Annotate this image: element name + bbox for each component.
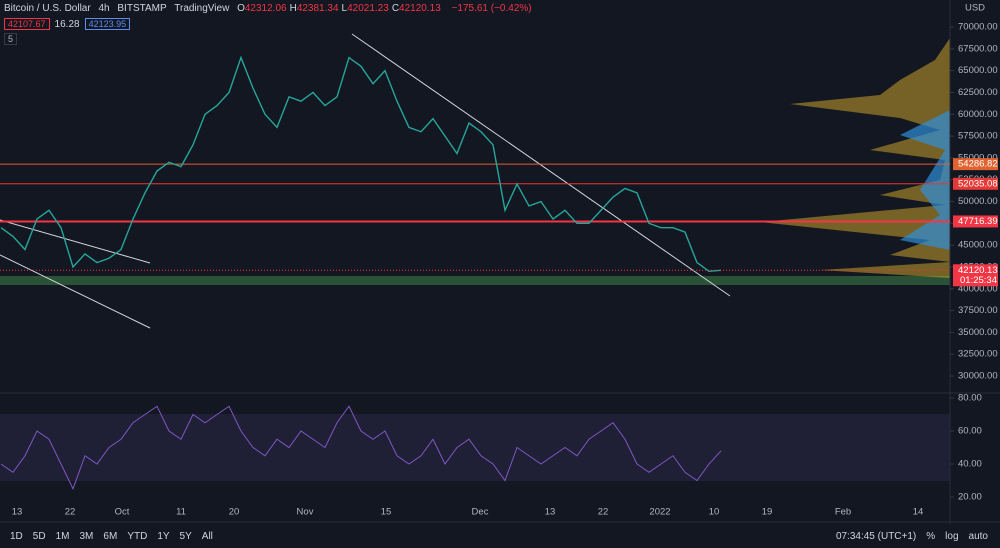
range-button[interactable]: 3M: [79, 530, 94, 542]
trend-line: [351, 33, 731, 297]
range-button[interactable]: 5D: [32, 530, 46, 542]
y-tick-label: 60000.00: [958, 109, 998, 120]
y-tick-label: 40000.00: [958, 283, 998, 294]
y-tick-label: 70000.00: [958, 22, 998, 33]
x-tick-label: 13: [545, 507, 556, 518]
y-tick-label: 55000.00: [958, 152, 998, 163]
interval: 4h: [98, 3, 110, 14]
legend: Bitcoin / U.S. Dollar 4h BITSTAMP Tradin…: [4, 3, 537, 45]
chart: USD 30000.00 32500.00 35000.00 37500.00 4000…: [0, 0, 1000, 524]
x-tick-label: Dec: [472, 507, 489, 518]
ohlc-value: 42120.13: [399, 3, 441, 14]
x-tick-label: 2022: [649, 507, 670, 518]
source: TradingView: [174, 3, 230, 14]
ohlc-label: C: [391, 3, 400, 14]
x-tick-label: 20: [229, 507, 240, 518]
x-tick-label: 11: [176, 507, 186, 518]
range-button[interactable]: All: [201, 530, 213, 542]
indicators[interactable]: 5: [4, 33, 18, 45]
x-tick-label: 10: [709, 507, 720, 518]
x-tick-label: 15: [381, 507, 392, 518]
x-tick-label: Feb: [835, 507, 851, 518]
exchange: BITSTAMP: [117, 3, 167, 14]
y-tick-label: 65000.00: [958, 65, 998, 76]
series-line: [0, 55, 722, 273]
range-button[interactable]: 1M: [55, 530, 70, 542]
clock[interactable]: 07:34:45 (UTC+1): [835, 530, 917, 542]
x-tick-label: Nov: [297, 507, 314, 518]
range-button[interactable]: 5Y: [179, 530, 192, 542]
x-tick-label: 13: [12, 507, 23, 518]
x-tick-label: 19: [762, 507, 773, 518]
trend-line: [0, 254, 151, 329]
level-label: 54286.82: [958, 159, 998, 170]
x-tick-label: 14: [913, 507, 924, 518]
scale-option[interactable]: log: [945, 530, 959, 542]
y-tick-label: 45000.00: [958, 240, 998, 251]
ohlc-value: 42021.23: [347, 3, 389, 14]
volume-profile: [760, 38, 950, 278]
x-tick-label: 22: [598, 507, 609, 518]
level-tag: [953, 158, 998, 171]
level-tag: [953, 177, 998, 190]
y-tick-label: 60.00: [958, 426, 982, 437]
spread: 16.28: [54, 19, 80, 30]
indicator-row: 5: [4, 33, 537, 45]
y-tick-label: 80.00: [958, 392, 982, 403]
currency: USD: [965, 3, 985, 14]
ohlc-label: L: [341, 3, 348, 14]
y-tick-label: 37500.00: [958, 305, 998, 316]
y-tick-label: 62500.00: [958, 87, 998, 98]
trend-line: [0, 219, 151, 264]
y-tick-label: 35000.00: [958, 327, 998, 338]
x-tick-label: 22: [65, 507, 76, 518]
ohlc-value: 42381.34: [296, 3, 339, 14]
bottom-toolbar: 1D 5D 1M 3M 6M YTD 1Y 5Y All 07:34:45 (UTC+1)% log…: [0, 524, 1000, 548]
quote-row: 42107.67 16.28 42123.95: [4, 18, 537, 30]
range-button[interactable]: 6M: [103, 530, 118, 542]
y-tick-label: 32500.00: [958, 349, 998, 360]
scale-option[interactable]: auto: [968, 530, 988, 542]
x-tick-label: Oct: [115, 507, 130, 518]
y-tick-label: 67500.00: [958, 43, 998, 54]
level-tag: [953, 215, 998, 228]
volume-profile: [900, 110, 950, 250]
range-button[interactable]: 1D: [10, 530, 23, 542]
ohlc: O42312.06 H42381.34 L42021.23 C42120.13: [237, 3, 444, 14]
y-tick-label: 20.00: [958, 492, 982, 503]
symbol: Bitcoin / U.S. Dollar: [4, 3, 91, 14]
range-button[interactable]: 1Y: [157, 530, 170, 542]
ohlc-label: H: [289, 3, 297, 14]
level-label: 52035.08: [958, 178, 998, 189]
countdown: 01:25:34: [960, 275, 997, 286]
bid[interactable]: 42107.67: [4, 18, 50, 30]
last-price-tag: [953, 264, 998, 287]
ohlc-label: O: [237, 3, 245, 14]
y-tick-label: 30000.00: [958, 371, 998, 382]
last-price: 42120.13: [958, 265, 998, 276]
range-button[interactable]: YTD: [127, 530, 148, 542]
y-tick-label: 50000.00: [958, 196, 998, 207]
level-label: 47716.39: [958, 216, 998, 227]
y-tick-label: 57500.00: [958, 131, 998, 142]
support-zone: [0, 276, 950, 285]
ask[interactable]: 42123.95: [84, 18, 131, 30]
scale-option[interactable]: %: [926, 530, 936, 542]
series-line: [0, 405, 722, 491]
y-tick-label: 40.00: [958, 459, 982, 470]
ohlc-value: 42312.06: [244, 3, 287, 14]
change: −175.61 (−0.42%): [451, 3, 532, 14]
